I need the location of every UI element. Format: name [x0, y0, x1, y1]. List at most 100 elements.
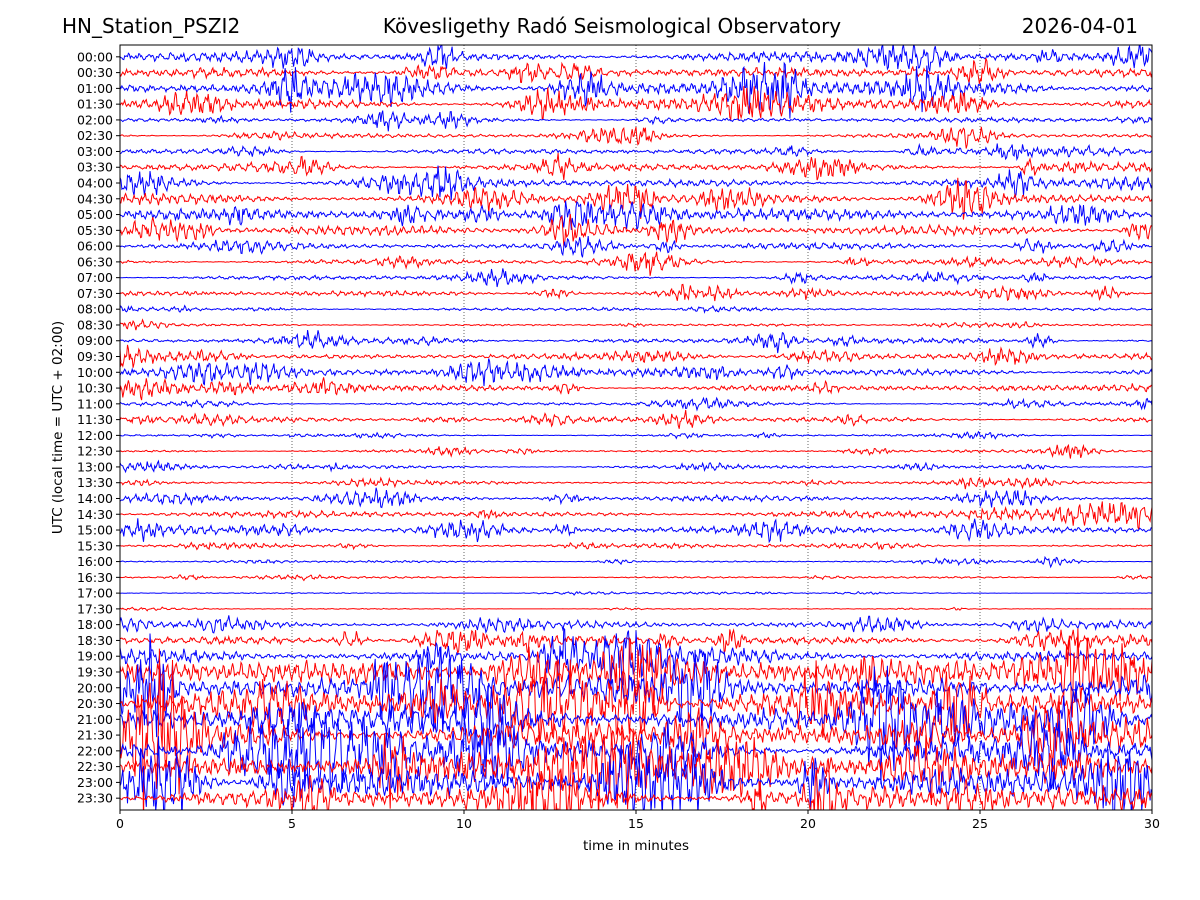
trace-1100: [120, 396, 1152, 412]
y-tick-label: 04:00: [77, 176, 113, 191]
y-tick-label: 01:30: [77, 97, 113, 112]
trace-2130: [120, 648, 1152, 810]
y-tick-label: 23:00: [77, 775, 113, 790]
y-tick-label: 06:30: [77, 254, 113, 269]
y-tick-label: 11:30: [77, 412, 113, 427]
x-ticks: 0 5 10 15 20 25 30: [116, 810, 1160, 831]
trace-2300: [120, 736, 1152, 810]
y-tick-label: 10:00: [77, 365, 113, 380]
trace-0000: [120, 45, 1152, 72]
trace-1200: [120, 430, 1152, 440]
y-ticks: 00:0000:3001:0001:3002:0002:3003:0003:30…: [77, 49, 120, 806]
y-tick-label: 12:30: [77, 444, 113, 459]
y-tick-label: 15:30: [77, 538, 113, 553]
trace-0530: [120, 213, 1152, 247]
x-tick-label: 30: [1144, 816, 1160, 831]
y-tick-label: 14:30: [77, 507, 113, 522]
x-tick-label: 5: [288, 816, 296, 831]
trace-0300: [120, 142, 1152, 162]
trace-1030: [120, 377, 1152, 401]
y-tick-label: 16:00: [77, 554, 113, 569]
y-tick-label: 00:00: [77, 49, 113, 64]
trace-1700: [120, 590, 1152, 596]
y-tick-label: 08:00: [77, 302, 113, 317]
y-tick-label: 16:30: [77, 570, 113, 585]
station-title: HN_Station_PSZI2: [62, 14, 241, 38]
y-tick-label: 21:00: [77, 712, 113, 727]
y-tick-label: 23:30: [77, 791, 113, 806]
y-tick-label: 05:00: [77, 207, 113, 222]
trace-0830: [120, 318, 1152, 331]
trace-1600: [120, 555, 1152, 569]
y-tick-label: 04:30: [77, 191, 113, 206]
trace-2330: [120, 758, 1152, 810]
y-tick-label: 17:00: [77, 586, 113, 601]
trace-1530: [120, 541, 1152, 551]
y-axis-label: UTC (local time = UTC + 02:00): [50, 321, 66, 534]
trace-0900: [120, 330, 1152, 354]
trace-1430: [120, 501, 1152, 530]
x-axis-label: time in minutes: [583, 838, 689, 854]
y-tick-label: 09:30: [77, 349, 113, 364]
x-tick-label: 25: [972, 816, 988, 831]
y-tick-label: 11:00: [77, 396, 113, 411]
trace-0230: [120, 126, 1152, 149]
trace-0200: [120, 110, 1152, 132]
y-tick-label: 06:00: [77, 239, 113, 254]
trace-0030: [120, 58, 1152, 84]
y-tick-label: 20:00: [77, 680, 113, 695]
trace-2000: [120, 633, 1152, 738]
y-tick-label: 15:00: [77, 523, 113, 538]
y-tick-label: 14:00: [77, 491, 113, 506]
y-tick-label: 02:00: [77, 112, 113, 127]
trace-1400: [120, 487, 1152, 509]
trace-0100: [120, 61, 1152, 119]
y-tick-label: 18:00: [77, 617, 113, 632]
trace-0430: [120, 177, 1152, 220]
x-tick-label: 15: [628, 816, 644, 831]
trace-1000: [120, 358, 1152, 387]
y-tick-label: 17:30: [77, 601, 113, 616]
y-tick-label: 22:30: [77, 759, 113, 774]
y-tick-label: 20:30: [77, 696, 113, 711]
y-tick-label: 09:00: [77, 333, 113, 348]
trace-lines: [120, 45, 1152, 810]
trace-1330: [120, 476, 1152, 490]
y-tick-label: 03:00: [77, 144, 113, 159]
y-tick-label: 00:30: [77, 65, 113, 80]
y-tick-label: 13:30: [77, 475, 113, 490]
y-tick-label: 12:00: [77, 428, 113, 443]
trace-0630: [120, 251, 1152, 276]
trace-1500: [120, 518, 1152, 544]
trace-1130: [120, 410, 1152, 429]
trace-0330: [120, 152, 1152, 181]
trace-0500: [120, 200, 1152, 232]
x-tick-label: 0: [116, 816, 124, 831]
trace-0700: [120, 268, 1152, 288]
y-tick-label: 05:30: [77, 223, 113, 238]
trace-1930: [120, 628, 1152, 718]
trace-2100: [120, 665, 1152, 785]
y-tick-label: 10:30: [77, 381, 113, 396]
trace-0600: [120, 236, 1152, 258]
trace-0800: [120, 304, 1152, 314]
trace-1630: [120, 574, 1152, 582]
y-tick-label: 02:30: [77, 128, 113, 143]
trace-0730: [120, 283, 1152, 302]
trace-0930: [120, 344, 1152, 368]
y-tick-label: 19:30: [77, 664, 113, 679]
trace-0400: [120, 165, 1152, 201]
traces: [120, 45, 1152, 810]
trace-2030: [120, 659, 1152, 745]
y-tick-label: 07:00: [77, 270, 113, 285]
y-tick-label: 03:30: [77, 160, 113, 175]
trace-1900: [120, 627, 1152, 689]
x-tick-label: 10: [456, 816, 472, 831]
trace-2200: [120, 702, 1152, 792]
trace-1800: [120, 615, 1152, 634]
y-tick-label: 19:00: [77, 649, 113, 664]
trace-1300: [120, 459, 1152, 474]
x-tick-label: 20: [800, 816, 816, 831]
observatory-title: Kövesligethy Radó Seismological Observat…: [382, 14, 842, 38]
